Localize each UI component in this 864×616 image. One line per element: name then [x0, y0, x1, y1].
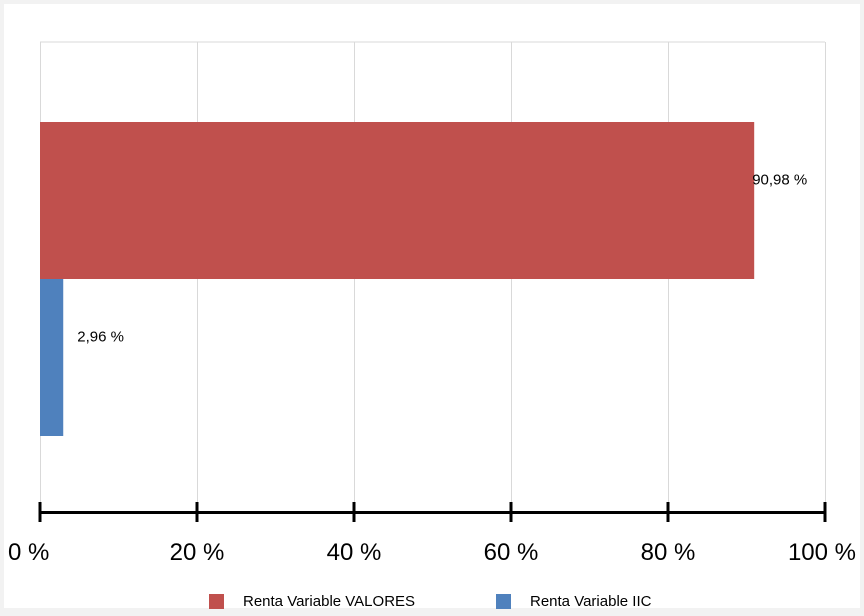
legend-label-1: Renta Variable IIC — [530, 593, 652, 610]
data-label-0: 90,98 % — [752, 171, 807, 188]
x-axis: 0 % 20 % 40 % 60 % 80 % 100 % — [8, 502, 856, 566]
legend-label-0: Renta Variable VALORES — [243, 593, 415, 610]
bar-1 — [40, 279, 64, 436]
x-tick-label-80: 80 % — [641, 539, 696, 566]
x-tick-label-0: 0 % — [8, 539, 49, 566]
bars — [40, 122, 755, 436]
x-tick-label-100: 100 % — [788, 539, 856, 566]
x-tick-label-60: 60 % — [484, 539, 539, 566]
legend-swatch-1 — [496, 594, 511, 609]
x-tick-label-40: 40 % — [327, 539, 382, 566]
data-labels: 90,98 % 2,96 % — [77, 171, 807, 345]
data-label-1: 2,96 % — [77, 328, 124, 345]
chart-frame: 90,98 % 2,96 % 0 % 20 % 40 % 60 % 80 % 100 % R… — [4, 4, 860, 610]
bar-0 — [40, 122, 755, 279]
legend-swatch-0 — [209, 594, 224, 609]
x-tick-label-20: 20 % — [170, 539, 225, 566]
bar-chart: 90,98 % 2,96 % 0 % 20 % 40 % 60 % 80 % 100 % R… — [8, 41, 856, 610]
legend: Renta Variable VALORES Renta Variable IIC — [209, 593, 652, 610]
